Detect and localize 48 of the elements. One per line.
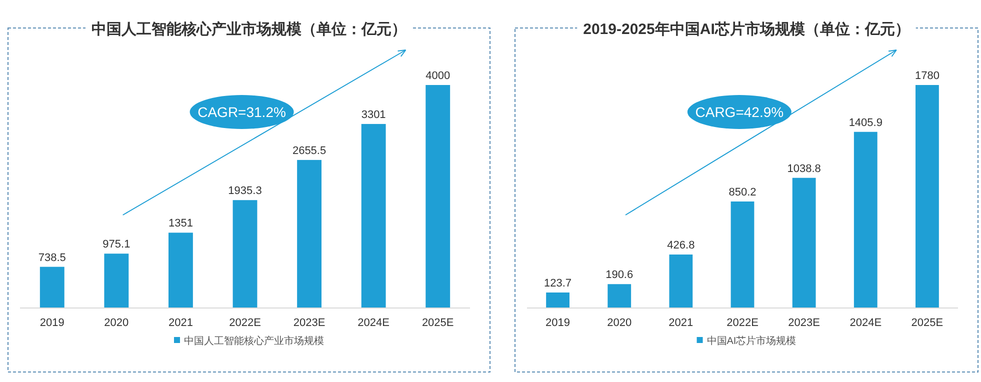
x-tick-label: 2024E xyxy=(850,317,882,329)
legend-label: 中国人工智能核心产业市场规模 xyxy=(184,335,324,347)
x-tick-label: 2025E xyxy=(911,317,944,329)
bar xyxy=(730,201,754,308)
x-tick-label: 2020 xyxy=(607,317,632,329)
data-label: 2655.5 xyxy=(292,144,326,157)
x-tick-label: 2019 xyxy=(40,317,64,329)
data-label: 850.2 xyxy=(728,186,756,198)
x-tick-label: 2020 xyxy=(104,317,129,329)
bar xyxy=(104,254,129,308)
x-tick-label: 2024E xyxy=(358,317,390,329)
x-tick-label: 2021 xyxy=(668,317,694,329)
bar xyxy=(426,85,450,308)
bar xyxy=(608,284,632,308)
bar xyxy=(854,132,878,308)
legend-label: 中国AI芯片市场规模 xyxy=(706,335,796,347)
annotation: CARG=42.9% xyxy=(695,104,784,120)
data-label: 426.8 xyxy=(667,240,695,252)
data-label: 975.1 xyxy=(102,238,130,251)
data-label: 190.6 xyxy=(606,269,634,282)
bar xyxy=(40,266,64,308)
x-tick-label: 2022E xyxy=(726,317,758,329)
data-label: 3301 xyxy=(361,108,386,121)
data-label: 1038.8 xyxy=(787,162,821,175)
bar xyxy=(916,85,939,308)
chart-title: 2019-2025年中国AI芯片市场规模（单位：亿元） xyxy=(583,20,910,38)
data-label: 1935.3 xyxy=(228,185,262,198)
x-tick-label: 2023E xyxy=(293,317,326,329)
bar xyxy=(792,178,816,308)
x-tick-label: 2025E xyxy=(422,317,454,329)
data-label: 123.7 xyxy=(544,278,572,290)
data-label: 1405.9 xyxy=(848,116,882,129)
bar xyxy=(361,124,386,308)
x-tick-label: 2022E xyxy=(229,317,261,329)
data-label: 4000 xyxy=(426,70,450,82)
chart-title: 中国人工智能核心产业市场规模（单位：亿元） xyxy=(92,20,406,38)
data-label: 1351 xyxy=(168,218,193,230)
bar xyxy=(168,232,193,308)
x-tick-label: 2021 xyxy=(168,317,193,329)
bar xyxy=(546,292,570,308)
bar xyxy=(232,200,258,308)
bar xyxy=(297,160,322,308)
x-tick-label: 2023E xyxy=(788,317,820,329)
data-label: 738.5 xyxy=(38,252,66,264)
annotation: CAGR=31.2% xyxy=(198,104,286,120)
bar xyxy=(669,254,693,308)
x-tick-label: 2019 xyxy=(546,317,570,329)
data-label: 1780 xyxy=(914,70,940,82)
